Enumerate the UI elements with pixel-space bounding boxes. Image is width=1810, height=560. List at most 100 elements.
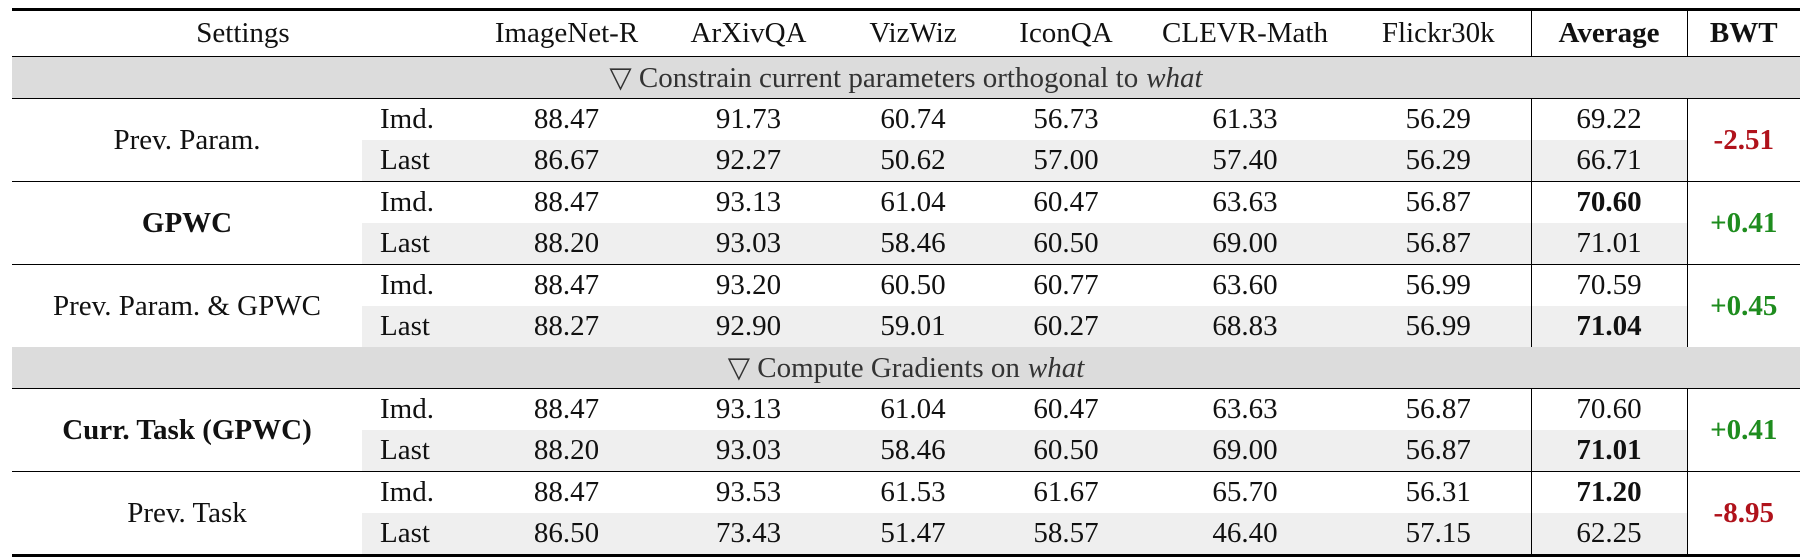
section-row: ▽ Compute Gradients on what [12, 347, 1800, 389]
value-cell: 56.29 [1346, 98, 1531, 140]
data-row: Prev. Task Imd. 88.47 93.53 61.53 61.67 65.70 5… [12, 471, 1800, 556]
data-row: Prev. Param. Imd. 88.47 91.73 60.74 56.73 61.3… [12, 98, 1800, 182]
value-cell: 57.15 [1346, 513, 1531, 556]
value-cell: 50.62 [838, 140, 988, 182]
value-cell: 56.29 [1346, 140, 1531, 182]
value-cell: 60.74 [838, 98, 988, 140]
value-cell: 68.83 [1144, 306, 1346, 347]
data-row: Last 88.20 93.03 58.46 60.50 69.00 56.87 71.01 [12, 223, 1800, 265]
row-label: Last [362, 306, 474, 347]
data-row: Last 88.27 92.90 59.01 60.27 68.83 56.99 71.04 [12, 306, 1800, 347]
value-cell: 91.73 [659, 98, 838, 140]
value-cell: 61.67 [988, 471, 1144, 513]
row-label: Imd. [362, 98, 474, 140]
value-cell: 93.20 [659, 264, 838, 306]
average-cell: 69.22 [1530, 98, 1687, 140]
average-cell: 70.60 [1530, 388, 1687, 430]
value-cell: 88.27 [474, 306, 659, 347]
average-cell: 71.01 [1530, 223, 1687, 265]
header-row: Settings ImageNet-R ArXivQA VizWiz IconQA CLE… [12, 9, 1800, 57]
setting-name: Prev. Param. [12, 98, 362, 182]
setting-name: Prev. Param. & GPWC [12, 264, 362, 347]
row-label: Last [362, 430, 474, 472]
data-row: Last 86.67 92.27 50.62 57.00 57.40 56.29 66.71 [12, 140, 1800, 182]
value-cell: 92.27 [659, 140, 838, 182]
value-cell: 88.47 [474, 98, 659, 140]
average-cell: 71.04 [1530, 306, 1687, 347]
bwt-cell: -2.51 [1686, 98, 1800, 182]
value-cell: 46.40 [1144, 513, 1346, 556]
data-row: Prev. Param. & GPWC Imd. 88.47 93.20 60.50 60… [12, 264, 1800, 347]
header-cell: Flickr30k [1346, 9, 1531, 57]
value-cell: 61.53 [838, 471, 988, 513]
section-title: ▽ Compute Gradients on what [12, 347, 1800, 389]
value-cell: 56.87 [1346, 223, 1531, 265]
row-label: Imd. [362, 264, 474, 306]
row-label: Last [362, 513, 474, 556]
value-cell: 56.31 [1346, 471, 1531, 513]
value-cell: 86.67 [474, 140, 659, 182]
setting-name: Curr. Task (GPWC) [12, 388, 362, 472]
value-cell: 65.70 [1144, 471, 1346, 513]
value-cell: 51.47 [838, 513, 988, 556]
row-label: Imd. [362, 181, 474, 223]
bwt-cell: +0.45 [1686, 264, 1800, 347]
value-cell: 60.77 [988, 264, 1144, 306]
average-cell: 62.25 [1530, 513, 1687, 556]
bwt-cell: +0.41 [1686, 388, 1800, 472]
value-cell: 88.47 [474, 181, 659, 223]
value-cell: 60.50 [838, 264, 988, 306]
header-cell: Average [1530, 9, 1687, 57]
value-cell: 86.50 [474, 513, 659, 556]
value-cell: 93.03 [659, 430, 838, 472]
value-cell: 69.00 [1144, 223, 1346, 265]
header-cell: IconQA [988, 9, 1144, 57]
section-title-emphasis: what [1027, 352, 1085, 384]
value-cell: 60.27 [988, 306, 1144, 347]
value-cell: 60.50 [988, 223, 1144, 265]
average-cell: 66.71 [1530, 140, 1687, 182]
section-title-text: ▽ Constrain current parameters orthogona… [609, 62, 1139, 94]
bwt-cell: +0.41 [1686, 181, 1800, 265]
value-cell: 60.47 [988, 181, 1144, 223]
section-title-emphasis: what [1146, 62, 1203, 94]
header-cell: BWT [1686, 9, 1800, 57]
value-cell: 63.63 [1144, 181, 1346, 223]
section-title-text: ▽ Compute Gradients on [727, 352, 1020, 384]
value-cell: 61.04 [838, 388, 988, 430]
average-cell: 71.20 [1530, 471, 1687, 513]
value-cell: 93.03 [659, 223, 838, 265]
value-cell: 69.00 [1144, 430, 1346, 472]
value-cell: 88.20 [474, 223, 659, 265]
value-cell: 58.46 [838, 430, 988, 472]
header-cell: Settings [12, 9, 474, 57]
table-header: Settings ImageNet-R ArXivQA VizWiz IconQA CLE… [12, 9, 1800, 57]
bwt-cell: -8.95 [1686, 471, 1800, 556]
value-cell: 88.47 [474, 471, 659, 513]
value-cell: 56.87 [1346, 181, 1531, 223]
value-cell: 56.87 [1346, 388, 1531, 430]
value-cell: 63.63 [1144, 388, 1346, 430]
setting-name: GPWC [12, 181, 362, 265]
header-cell: VizWiz [838, 9, 988, 57]
value-cell: 56.99 [1346, 306, 1531, 347]
value-cell: 61.33 [1144, 98, 1346, 140]
value-cell: 57.00 [988, 140, 1144, 182]
data-row: Last 88.20 93.03 58.46 60.50 69.00 56.87 71.01 [12, 430, 1800, 472]
value-cell: 88.47 [474, 388, 659, 430]
value-cell: 58.57 [988, 513, 1144, 556]
value-cell: 60.47 [988, 388, 1144, 430]
header-cell: CLEVR-Math [1144, 9, 1346, 57]
section-row: ▽ Constrain current parameters orthogona… [12, 56, 1800, 99]
header-cell: ArXivQA [659, 9, 838, 57]
data-row: Last 86.50 73.43 51.47 58.57 46.40 57.15 62.25 [12, 513, 1800, 556]
results-table: Settings ImageNet-R ArXivQA VizWiz IconQA CLE… [12, 8, 1800, 557]
average-cell: 71.01 [1530, 430, 1687, 472]
header-cell: ImageNet-R [474, 9, 659, 57]
value-cell: 73.43 [659, 513, 838, 556]
row-label: Imd. [362, 388, 474, 430]
data-row: GPWC Imd. 88.47 93.13 61.04 60.47 63.63 56.87 70… [12, 181, 1800, 265]
value-cell: 59.01 [838, 306, 988, 347]
row-label: Last [362, 223, 474, 265]
